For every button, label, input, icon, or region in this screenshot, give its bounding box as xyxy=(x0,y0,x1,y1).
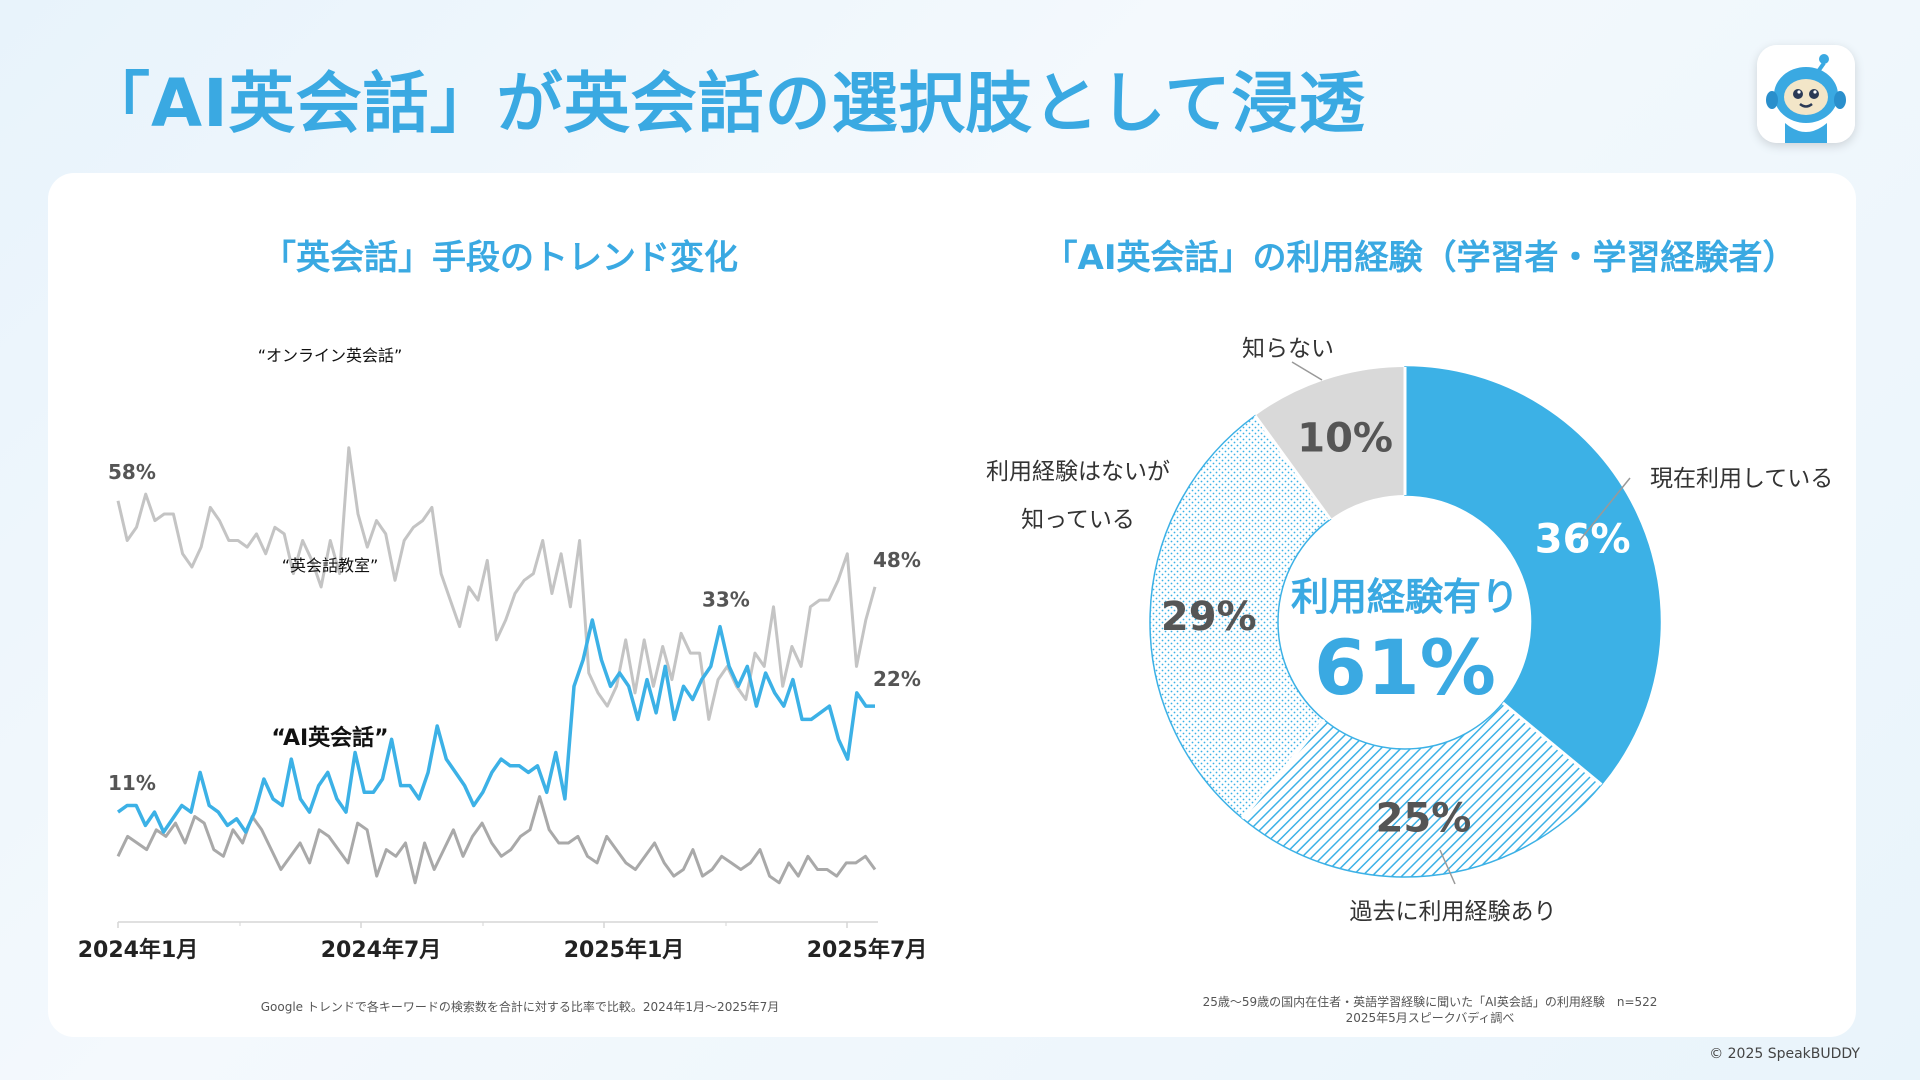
series-name-online: “オンライン英会話” xyxy=(258,346,403,365)
peak-annotation-ai: 33% xyxy=(702,588,750,612)
series-line-classroom xyxy=(116,795,877,885)
slice-value-label: 10% xyxy=(1297,416,1393,462)
survey-footnote-line1: 25歳〜59歳の国内在住者・英語学習経験に聞いた「AI英会話」の利用経験 n=5… xyxy=(1202,995,1658,1009)
leader-line xyxy=(1579,477,1631,541)
donut-center-label: 利用経験有り xyxy=(1291,575,1519,619)
slice-label-past: 過去に利用経験あり xyxy=(1350,899,1557,925)
slice-value-label: 25% xyxy=(1376,795,1472,841)
survey-footnote-line2: 2025年5月スピークバディ調べ xyxy=(1345,1011,1515,1025)
trend-line-chart: 2024年1月 2024年7月 2025年1月 2025年7月 “オンライン英会話” “英… xyxy=(78,346,928,963)
donut-center-value: 61% xyxy=(1314,623,1496,712)
x-tick-label: 2024年7月 xyxy=(321,937,442,963)
survey-footnote: 25歳〜59歳の国内在住者・英語学習経験に聞いた「AI英会話」の利用経験 n=5… xyxy=(1150,994,1710,1026)
page-title: 「AI英会話」が英会話の選択肢として浸透 xyxy=(84,65,1366,142)
start-label-ai: 11% xyxy=(108,771,156,795)
copyright: © 2025 SpeakBUDDY xyxy=(1709,1046,1860,1062)
donut-slice-3 xyxy=(1255,367,1405,520)
end-label-online: 48% xyxy=(873,548,921,572)
x-tick-label: 2025年1月 xyxy=(564,937,685,963)
series-name-classroom: “英会話教室” xyxy=(282,556,379,575)
slice-label-current: 現在利用している xyxy=(1650,466,1833,492)
trend-chart-title: 「英会話」手段のトレンド変化 xyxy=(262,238,738,278)
x-tick-label: 2025年7月 xyxy=(807,937,928,963)
x-tick-label: 2024年1月 xyxy=(78,937,199,963)
donut-slice-1 xyxy=(1241,701,1603,878)
leader-line xyxy=(1439,849,1456,885)
slice-label-aware-line1: 利用経験はないが xyxy=(986,459,1170,485)
slice-label-aware-line2: 知っている xyxy=(1021,507,1135,533)
donut-chart-title: 「AI英会話」の利用経験（学習者・学習経験者） xyxy=(1043,238,1797,278)
slice-label-unknown: 知らない xyxy=(1242,336,1334,362)
slice-separator xyxy=(1501,701,1603,786)
end-label-ai: 22% xyxy=(873,667,921,691)
series-line-online xyxy=(116,446,877,721)
slice-value-label: 36% xyxy=(1535,516,1631,562)
donut-slice-0 xyxy=(1404,366,1661,786)
slice-separator xyxy=(1241,718,1326,820)
robot-mascot-icon xyxy=(1757,45,1855,143)
app-logo xyxy=(1757,45,1855,143)
start-label-online: 58% xyxy=(108,460,156,484)
trend-footnote: Google トレンドで各キーワードの検索数を合計に対する比率で比較。2024年… xyxy=(260,1000,780,1014)
slice-separator xyxy=(1253,414,1332,521)
slice-value-label: 29% xyxy=(1161,594,1257,640)
donut-slice-2 xyxy=(1149,414,1332,820)
leader-line xyxy=(1291,361,1323,381)
series-line-ai xyxy=(116,618,875,834)
series-name-ai: “AI英会話” xyxy=(271,725,388,751)
